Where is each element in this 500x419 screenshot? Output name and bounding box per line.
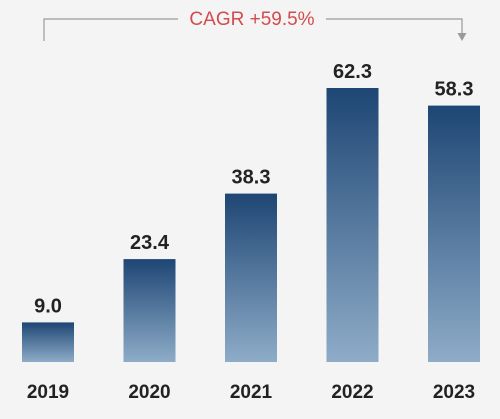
cagr-bracket-left <box>43 18 178 41</box>
cagr-arrowhead-icon <box>457 33 467 41</box>
value-label-2019: 9.0 <box>34 295 62 317</box>
bar-2021 <box>225 193 277 362</box>
bars-group <box>22 88 480 362</box>
x-axis-tick-labels: 2019 2020 2021 2022 2023 <box>27 382 475 403</box>
x-tick-2022: 2022 <box>331 382 373 403</box>
bar-2020 <box>123 259 176 362</box>
bar-2019 <box>22 322 74 362</box>
cagr-annotation: CAGR +59.5% <box>43 9 467 41</box>
x-tick-2019: 2019 <box>27 382 69 403</box>
x-tick-2020: 2020 <box>128 382 170 403</box>
value-label-2023: 58.3 <box>435 79 474 101</box>
bar-2023 <box>428 105 480 362</box>
x-tick-2021: 2021 <box>230 382 273 403</box>
cagr-label: CAGR +59.5% <box>189 9 314 30</box>
value-label-2021: 38.3 <box>232 167 271 189</box>
value-labels-group: 9.0 23.4 38.3 62.3 58.3 <box>34 61 473 317</box>
bar-2022 <box>326 88 379 362</box>
value-label-2022: 62.3 <box>333 61 372 83</box>
x-tick-2023: 2023 <box>433 382 475 403</box>
cagr-bracket-right <box>326 18 463 33</box>
value-label-2020: 23.4 <box>130 232 170 254</box>
